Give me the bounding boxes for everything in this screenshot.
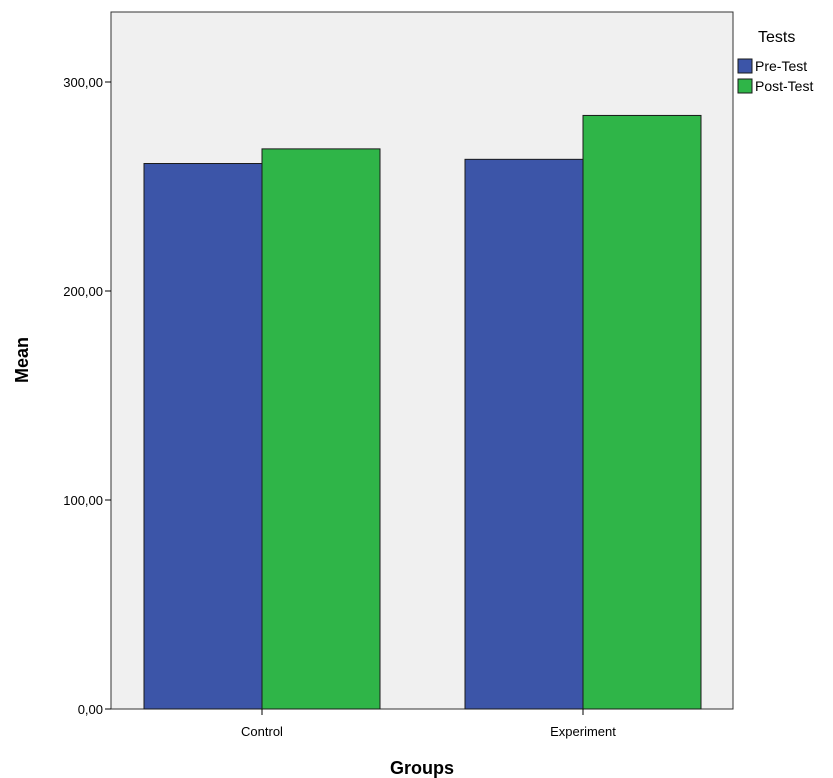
legend-swatch-pre-test (737, 58, 753, 74)
legend-title: Tests (758, 29, 795, 46)
y-tick-label: 200,00 (63, 284, 103, 299)
bar-control-post-test (261, 148, 381, 710)
x-axis: Control Experiment (241, 709, 616, 739)
y-axis-title: Mean (12, 337, 32, 383)
y-tick-label: 300,00 (63, 75, 103, 90)
legend-label-post-test: Post-Test (755, 78, 813, 94)
y-tick-label: 0,00 (78, 702, 103, 717)
legend-swatch-post-test (737, 78, 753, 94)
bars-group (143, 114, 702, 710)
y-axis: 0,00 100,00 200,00 300,00 (63, 75, 111, 717)
legend-label-pre-test: Pre-Test (755, 58, 807, 74)
x-tick-label: Experiment (550, 724, 616, 739)
y-tick-label: 100,00 (63, 493, 103, 508)
x-tick-label: Control (241, 724, 283, 739)
bar-experiment-pre-test (464, 158, 584, 710)
x-axis-title: Groups (390, 758, 454, 778)
bar-experiment-post-test (582, 114, 702, 710)
bar-control-pre-test (143, 163, 263, 710)
legend: Tests Pre-Test Post-Test (737, 29, 813, 94)
